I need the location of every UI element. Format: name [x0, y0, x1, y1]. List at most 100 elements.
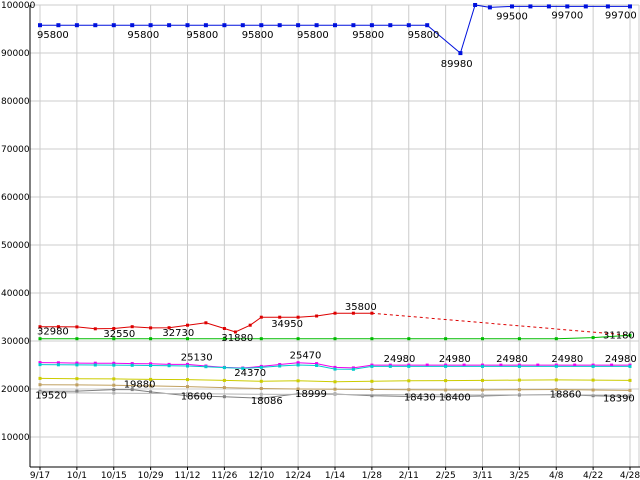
data-point-marker	[462, 363, 466, 367]
x-tick-label: 12/10	[248, 471, 274, 480]
y-tick-label: 50000	[1, 241, 30, 251]
data-point-marker	[149, 362, 153, 366]
data-label: 18400	[439, 393, 471, 404]
data-point-marker	[259, 315, 263, 319]
data-point-marker	[333, 337, 337, 341]
data-point-marker	[222, 327, 226, 330]
data-label: 31180	[603, 330, 635, 341]
data-point-marker	[425, 23, 430, 28]
data-point-marker	[278, 364, 282, 368]
data-point-marker	[112, 388, 116, 392]
data-label: 95800	[37, 30, 69, 41]
data-point-marker	[167, 364, 171, 368]
data-label: 95800	[127, 30, 159, 41]
data-point-marker	[296, 363, 300, 367]
y-tick-label: 10000	[1, 433, 30, 443]
data-point-marker	[315, 314, 319, 318]
data-point-marker	[112, 377, 116, 381]
data-point-marker	[185, 23, 190, 28]
data-point-marker	[388, 364, 392, 368]
data-point-marker	[510, 4, 514, 9]
data-label: 19880	[124, 380, 156, 391]
data-point-marker	[56, 363, 60, 367]
data-point-marker	[222, 395, 226, 399]
data-point-marker	[591, 394, 595, 398]
data-point-marker	[167, 326, 171, 330]
data-label: 18999	[295, 389, 327, 400]
data-point-marker	[222, 366, 226, 370]
data-point-marker	[333, 393, 337, 396]
data-label: 32550	[103, 329, 135, 340]
x-tick-label: 12/24	[285, 471, 311, 480]
data-point-marker	[554, 337, 558, 341]
data-point-marker	[93, 363, 97, 367]
data-point-marker	[259, 392, 263, 396]
data-point-marker	[56, 23, 61, 28]
data-point-marker	[149, 390, 153, 394]
data-label: 18860	[550, 390, 582, 401]
x-tick-label: 11/12	[175, 471, 201, 480]
data-point-marker	[458, 51, 463, 56]
data-point-marker	[296, 379, 300, 383]
data-point-marker	[93, 23, 98, 28]
data-point-marker	[444, 388, 448, 392]
series-green-price	[38, 333, 632, 341]
data-point-marker	[130, 363, 134, 367]
data-point-marker	[591, 378, 595, 382]
data-point-marker	[186, 385, 189, 389]
data-point-marker	[388, 23, 393, 28]
data-point-marker	[333, 365, 337, 369]
data-point-marker	[296, 315, 300, 319]
data-point-marker	[296, 361, 300, 365]
data-label: 95800	[297, 30, 329, 41]
data-point-marker	[407, 388, 411, 392]
data-point-marker	[546, 4, 551, 9]
data-point-marker	[241, 366, 245, 370]
data-point-marker	[406, 23, 411, 28]
data-point-marker	[38, 363, 42, 367]
data-point-marker	[370, 337, 374, 341]
data-point-marker	[111, 23, 116, 28]
x-tick-label: 3/11	[472, 471, 492, 480]
data-label: 89980	[441, 59, 473, 70]
data-point-marker	[112, 327, 116, 330]
data-point-marker	[296, 392, 300, 396]
data-point-marker	[259, 396, 263, 400]
series-cyan-price	[38, 363, 632, 371]
data-label: 25470	[290, 351, 322, 362]
data-label: 95800	[242, 30, 274, 41]
data-point-marker	[314, 23, 319, 28]
data-label: 18430	[404, 393, 436, 404]
data-point-marker	[259, 365, 263, 369]
data-point-marker	[149, 364, 153, 367]
data-label: 99700	[551, 10, 583, 21]
data-point-marker	[481, 364, 484, 368]
data-point-marker	[605, 4, 610, 9]
data-point-marker	[628, 364, 632, 368]
data-point-marker	[407, 393, 411, 397]
data-label: 31880	[221, 333, 253, 344]
data-point-marker	[56, 361, 60, 365]
data-point-marker	[167, 23, 172, 28]
data-point-marker	[186, 364, 189, 368]
data-label: 99500	[496, 11, 528, 22]
data-point-marker	[112, 383, 116, 387]
y-tick-label: 30000	[1, 337, 30, 347]
data-point-marker	[407, 379, 411, 383]
data-point-marker	[93, 361, 97, 365]
data-label: 32980	[37, 327, 69, 338]
y-tick-label: 60000	[1, 193, 30, 203]
data-point-marker	[38, 383, 42, 387]
data-point-marker	[149, 337, 153, 341]
data-point-marker	[148, 23, 153, 28]
y-tick-label: 90000	[1, 49, 30, 59]
data-point-marker	[149, 384, 153, 388]
data-label: 95800	[186, 30, 218, 41]
data-point-marker	[628, 378, 632, 382]
data-point-marker	[296, 387, 300, 391]
data-point-marker	[444, 337, 448, 341]
data-point-marker	[517, 388, 521, 392]
data-label: 24980	[551, 354, 583, 365]
